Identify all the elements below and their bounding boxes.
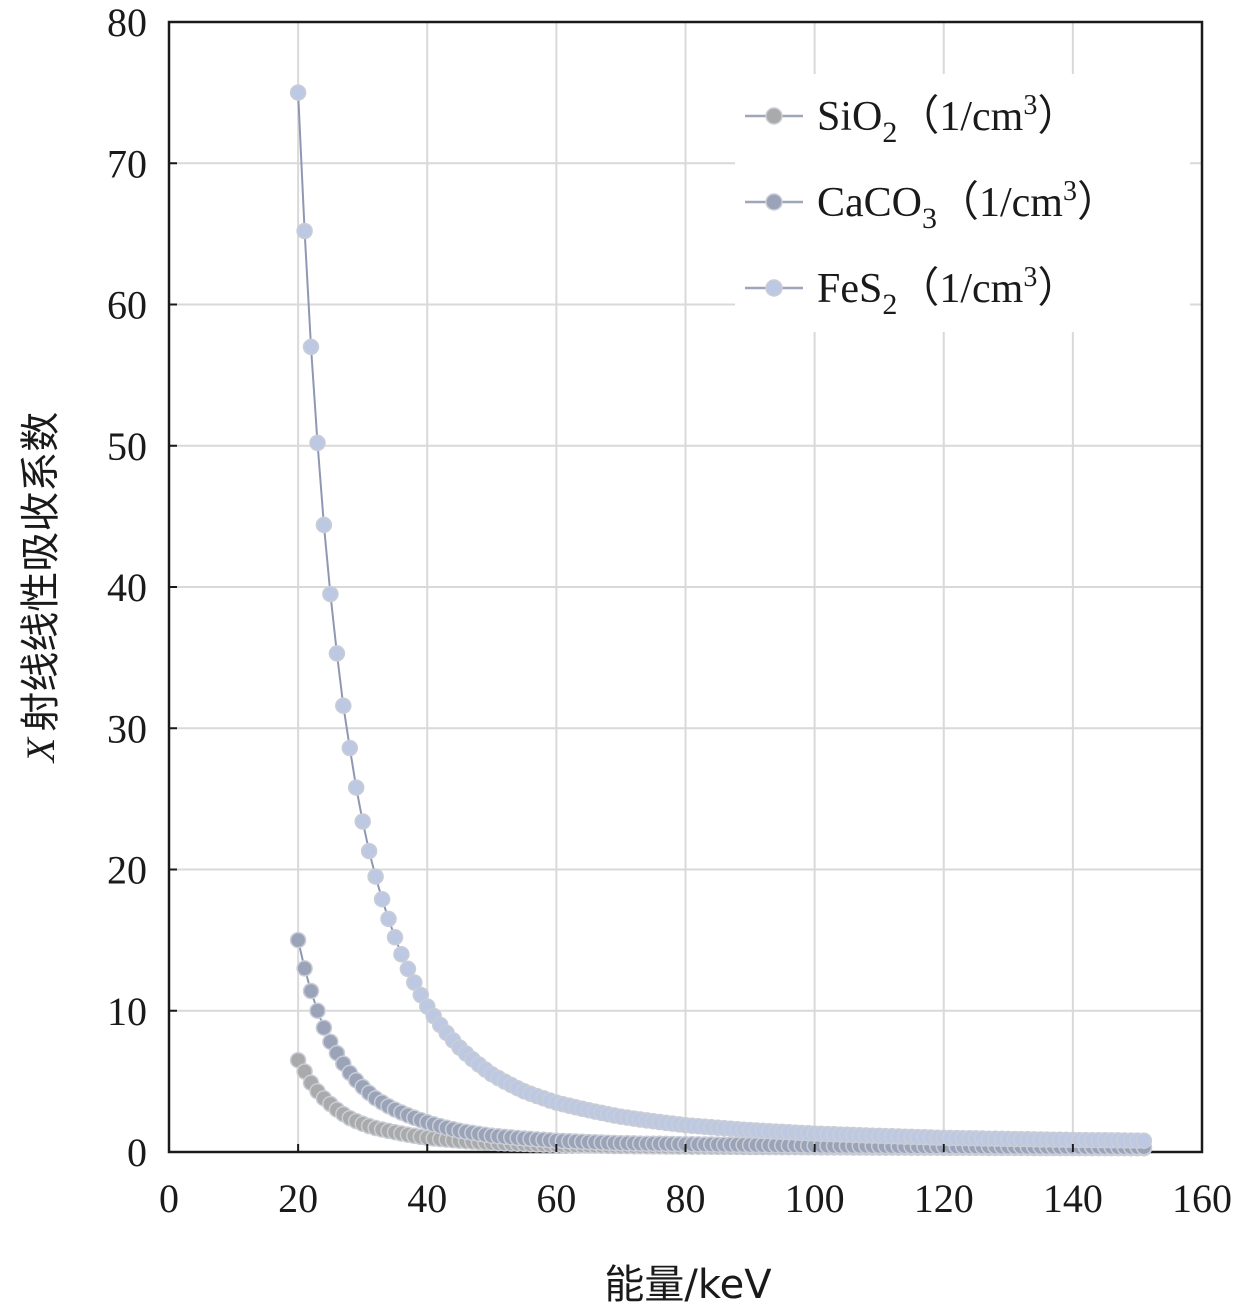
x-axis-title: 能量/keV: [604, 1262, 772, 1308]
data-point: [380, 910, 397, 928]
data-point: [302, 982, 320, 1000]
legend-label: CaCO3（1/cm3）: [817, 176, 1119, 235]
data-point: [315, 516, 333, 534]
legend-item: FeS2（1/cm3）: [745, 262, 1079, 321]
data-point: [309, 434, 326, 452]
data-point: [296, 960, 313, 977]
x-tick-label: 160: [1172, 1176, 1232, 1221]
svg-text:X射线线性吸收系数: X 射线线性吸收系数: [18, 412, 64, 764]
x-tick-label: 0: [159, 1176, 179, 1221]
legend-background: [735, 74, 1190, 332]
legend-label: SiO2（1/cm3）: [817, 90, 1079, 149]
legend-item: CaCO3（1/cm3）: [745, 176, 1119, 235]
data-point: [386, 929, 404, 946]
data-point: [289, 931, 307, 949]
data-point: [1135, 1132, 1153, 1149]
series-layer: [289, 84, 1153, 1157]
x-tick-label: 100: [785, 1176, 845, 1221]
data-point: [360, 842, 378, 860]
data-point: [393, 946, 410, 963]
y-tick-label: 70: [107, 141, 147, 186]
legend-label: FeS2（1/cm3）: [817, 262, 1079, 321]
legend: SiO2（1/cm3） CaCO3（1/cm3） FeS2（1/cm3）: [735, 74, 1190, 332]
y-tick-label: 30: [107, 706, 147, 751]
data-point: [335, 697, 352, 714]
legend-marker: [765, 193, 783, 211]
data-point: [315, 1019, 333, 1036]
x-tick-label: 40: [407, 1176, 447, 1221]
y-tick-label: 10: [107, 989, 147, 1034]
x-tick-label: 120: [914, 1176, 974, 1221]
legend-marker: [765, 107, 783, 125]
y-tick-label: 80: [107, 0, 147, 45]
legend-marker: [765, 279, 783, 297]
data-point: [367, 868, 384, 885]
data-point: [309, 1002, 326, 1020]
series-3: [289, 84, 1153, 1149]
x-tick-label: 80: [666, 1176, 706, 1221]
y-axis-title-text: 射线线性吸收系数: [18, 412, 64, 732]
y-axis-title-italic: X: [18, 736, 63, 764]
data-point: [296, 222, 313, 240]
data-point: [347, 779, 365, 796]
tick-labels: 0 20 40 60 80 100 120 140 160 0 10 20 30 40 50 60 70 80: [107, 0, 1232, 1221]
x-tick-label: 20: [278, 1176, 318, 1221]
data-point: [354, 813, 371, 830]
data-point: [322, 585, 339, 603]
data-point: [399, 960, 417, 978]
data-point: [289, 84, 307, 101]
data-point: [328, 645, 346, 662]
y-tick-label: 50: [107, 424, 147, 469]
y-tick-label: 20: [107, 848, 147, 893]
y-tick-label: 40: [107, 565, 147, 610]
x-tick-label: 140: [1043, 1176, 1103, 1221]
y-axis-title: X 射线线性吸收系数: [18, 412, 64, 764]
y-tick-label: 60: [107, 283, 147, 328]
data-point: [302, 338, 320, 356]
data-point: [341, 739, 359, 757]
data-point: [373, 890, 391, 908]
legend-item: SiO2（1/cm3）: [745, 90, 1079, 149]
x-tick-label: 60: [536, 1176, 576, 1221]
y-tick-label: 0: [127, 1130, 147, 1175]
